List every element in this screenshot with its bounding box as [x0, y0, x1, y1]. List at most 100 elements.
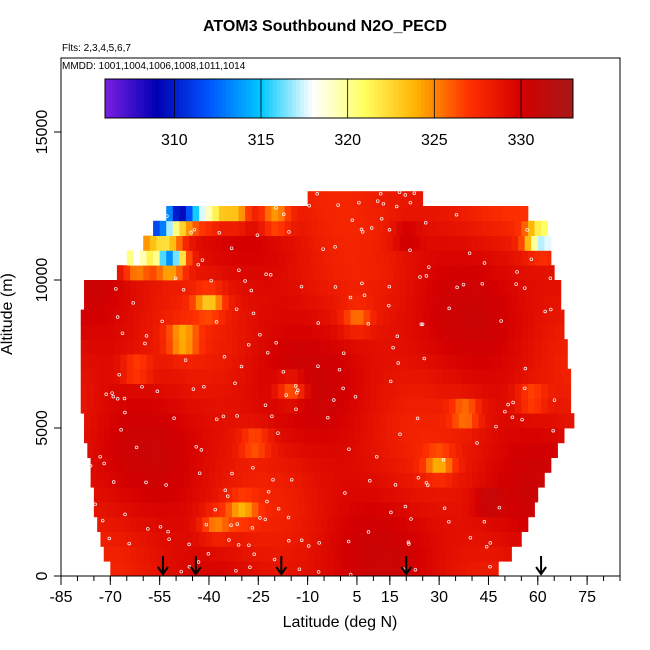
heatmap-cell — [120, 531, 128, 547]
heatmap-cell — [455, 250, 463, 266]
heatmap-cell — [363, 502, 371, 518]
heatmap-cell — [172, 442, 180, 458]
heatmap-cell — [508, 250, 516, 266]
heatmap-cell — [278, 250, 285, 266]
heatmap-cell — [274, 428, 282, 444]
heatmap-cell — [481, 442, 489, 458]
heatmap-cell — [455, 502, 463, 518]
sample-marker — [100, 518, 105, 523]
heatmap-cell — [139, 398, 147, 414]
heatmap-cell — [524, 428, 532, 444]
heatmap-cell — [278, 220, 285, 236]
heatmap-cell — [393, 516, 401, 532]
heatmap-cell — [126, 368, 134, 384]
heatmap-cell — [291, 398, 299, 414]
sample-marker — [484, 545, 489, 549]
heatmap-cell — [110, 546, 118, 562]
heatmap-cell — [560, 354, 568, 370]
heatmap-cell — [281, 546, 289, 562]
heatmap-cell — [241, 428, 249, 444]
heatmap-cell — [399, 191, 407, 207]
heatmap-cell — [202, 413, 210, 429]
heatmap-cell — [169, 294, 177, 310]
heatmap-cell — [80, 398, 88, 414]
heatmap-cell — [314, 457, 322, 473]
heatmap-cell — [130, 516, 138, 532]
heatmap-cell — [261, 561, 269, 577]
heatmap-cell — [425, 428, 433, 444]
heatmap-cell — [501, 354, 509, 370]
heatmap-cell — [455, 206, 463, 222]
sample-marker — [395, 334, 400, 339]
colorbar-segment — [249, 79, 254, 118]
heatmap-cell — [284, 354, 292, 370]
heatmap-cell — [452, 294, 460, 310]
heatmap-cell — [343, 487, 351, 503]
heatmap-cell — [238, 442, 246, 458]
heatmap-cell — [287, 235, 295, 251]
colorbar: 310 315 320 325 330 — [104, 78, 574, 149]
heatmap-cell — [248, 280, 256, 296]
sample-marker — [317, 541, 321, 545]
heatmap-cell — [189, 516, 197, 532]
heatmap-cell — [491, 413, 499, 429]
sample-markers — [88, 190, 557, 577]
sample-marker — [189, 230, 193, 235]
heatmap-cell — [527, 309, 535, 325]
heatmap-cell — [439, 546, 447, 562]
heatmap-cell — [501, 206, 509, 222]
heatmap-cell — [363, 206, 371, 222]
heatmap-cell — [238, 354, 246, 370]
heatmap-cell — [396, 206, 404, 222]
heatmap-cell — [255, 280, 262, 296]
heatmap-cell — [550, 280, 558, 296]
heatmap-cell — [307, 294, 315, 310]
heatmap-cell — [113, 442, 121, 458]
heatmap-cell — [360, 235, 368, 251]
heatmap-cell — [297, 398, 305, 414]
heatmap-cell — [123, 265, 131, 281]
heatmap-cell — [225, 368, 233, 384]
heatmap-cell — [356, 398, 364, 414]
heatmap-cell — [235, 294, 243, 310]
heatmap-cell — [435, 368, 443, 384]
heatmap-cell — [297, 250, 305, 266]
colorbar-segment — [495, 79, 500, 118]
x-tick-label: -55 — [148, 589, 171, 606]
heatmap-cell — [261, 265, 269, 281]
heatmap-cell — [231, 250, 239, 266]
heatmap-cell — [383, 531, 391, 547]
heatmap-cell — [268, 280, 276, 296]
sample-marker — [523, 286, 527, 290]
heatmap-cell — [330, 220, 338, 236]
heatmap-cell — [412, 472, 420, 488]
heatmap-cell — [514, 531, 522, 547]
sample-marker — [348, 295, 353, 300]
heatmap-cell — [215, 265, 223, 281]
heatmap-cell — [84, 280, 91, 296]
heatmap-cell — [412, 457, 420, 473]
sample-marker — [366, 322, 371, 326]
colorbar-segment — [362, 79, 367, 118]
heatmap-cell — [310, 398, 318, 414]
heatmap-cell — [419, 280, 427, 296]
heatmap-cell — [389, 487, 397, 503]
colorbar-tick-label: 310 — [161, 132, 188, 149]
heatmap-cell — [238, 531, 246, 547]
heatmap-cell — [294, 280, 302, 296]
heatmap-cell — [139, 531, 147, 547]
heatmap-cell — [212, 250, 220, 266]
colorbar-segment — [436, 79, 441, 118]
heatmap-cell — [225, 487, 233, 503]
heatmap-cell — [360, 191, 368, 207]
sample-marker — [268, 273, 273, 277]
heatmap-cell — [314, 280, 322, 296]
sample-marker — [194, 445, 199, 449]
heatmap-cell — [271, 339, 279, 355]
heatmap-cell — [310, 442, 318, 458]
heatmap-cell — [373, 457, 381, 473]
heatmap-cell — [508, 442, 516, 458]
y-tick-label: 15000 — [34, 110, 51, 155]
heatmap-cell — [327, 265, 335, 281]
heatmap-cell — [399, 457, 407, 473]
